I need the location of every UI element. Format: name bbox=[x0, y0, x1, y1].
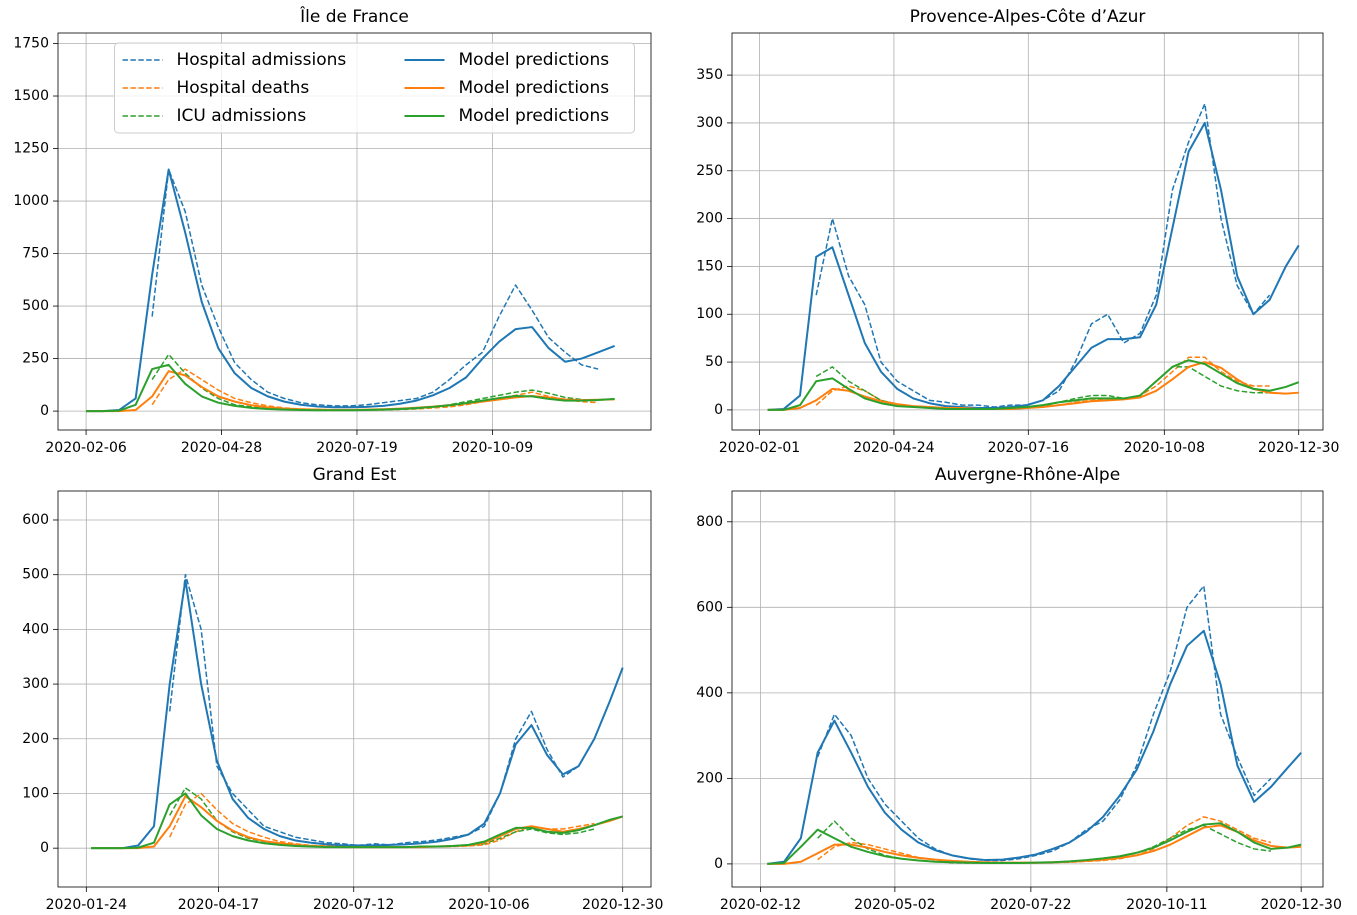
chart-title: Île de France bbox=[299, 5, 409, 27]
y-tick-label: 250 bbox=[22, 351, 49, 367]
legend-label: ICU admissions bbox=[177, 106, 307, 126]
x-tick-label: 2020-10-06 bbox=[448, 897, 529, 913]
y-tick-label: 500 bbox=[22, 298, 49, 314]
x-tick-label: 2020-02-01 bbox=[719, 440, 800, 456]
observed-line bbox=[168, 573, 596, 847]
y-tick-label: 400 bbox=[696, 685, 723, 701]
y-tick-label: 100 bbox=[696, 306, 723, 322]
y-tick-label: 100 bbox=[22, 785, 49, 801]
y-tick-label: 350 bbox=[696, 67, 723, 83]
y-tick-label: 300 bbox=[22, 676, 49, 692]
y-tick-label: 0 bbox=[40, 403, 49, 419]
legend: Hospital admissions Hospital deaths ICU ad… bbox=[114, 42, 635, 134]
x-tick-label: 2020-12-30 bbox=[582, 897, 663, 913]
legend-box bbox=[114, 42, 635, 134]
x-tick-label: 2020-12-30 bbox=[1258, 440, 1339, 456]
axes-frame bbox=[731, 490, 1324, 888]
model-line bbox=[91, 792, 623, 850]
x-tick-label: 2020-04-28 bbox=[181, 440, 262, 456]
subplot: Île de France 0 250 500 750 1000 1250 1500 1750 2… bbox=[13, 5, 652, 456]
y-tick-label: 200 bbox=[696, 211, 723, 227]
x-tick-label: 2020-04-24 bbox=[853, 440, 934, 456]
y-tick-label: 150 bbox=[696, 258, 723, 274]
model-line bbox=[86, 363, 615, 413]
x-tick-label: 2020-12-30 bbox=[1260, 897, 1341, 913]
y-tick-label: 0 bbox=[714, 856, 723, 872]
y-tick-label: 50 bbox=[705, 354, 723, 370]
x-tick-label: 2020-02-12 bbox=[720, 897, 801, 913]
subplot: Auvergne-Rhône-Alpe 0 200 400 600 800 2020-02-… bbox=[696, 465, 1342, 913]
x-tick-label: 2020-04-17 bbox=[178, 897, 259, 913]
y-tick-label: 600 bbox=[22, 512, 49, 528]
model-line bbox=[767, 629, 1302, 865]
y-tick-label: 1000 bbox=[13, 193, 49, 209]
y-tick-label: 0 bbox=[40, 840, 49, 856]
y-tick-label: 200 bbox=[22, 731, 49, 747]
x-tick-label: 2020-05-02 bbox=[854, 897, 935, 913]
model-line bbox=[86, 370, 615, 413]
plot-area bbox=[86, 168, 616, 413]
observed-line bbox=[169, 787, 595, 848]
y-tick-label: 500 bbox=[22, 567, 49, 583]
axes-frame bbox=[731, 32, 1324, 431]
x-tick-label: 2020-10-11 bbox=[1126, 897, 1207, 913]
legend-label: Model predictions bbox=[459, 106, 610, 126]
subplot: Grand Est 0 100 200 300 400 500 600 2020-01-24 20… bbox=[22, 465, 663, 913]
y-tick-label: 300 bbox=[696, 115, 723, 131]
x-tick-label: 2020-07-19 bbox=[316, 440, 397, 456]
axes-frame bbox=[57, 490, 652, 888]
x-tick-label: 2020-07-16 bbox=[988, 440, 1069, 456]
model-line bbox=[767, 121, 1300, 411]
plot-area bbox=[91, 573, 624, 850]
axes-frame bbox=[57, 32, 652, 431]
legend-label: Model predictions bbox=[459, 50, 610, 70]
x-tick-label: 2020-10-09 bbox=[452, 440, 533, 456]
y-tick-label: 1500 bbox=[13, 88, 49, 104]
y-tick-label: 1750 bbox=[13, 36, 49, 52]
y-tick-label: 0 bbox=[714, 402, 723, 418]
x-tick-label: 2020-07-22 bbox=[990, 897, 1071, 913]
y-tick-label: 400 bbox=[22, 621, 49, 637]
plot-area bbox=[767, 585, 1302, 865]
y-tick-label: 200 bbox=[696, 770, 723, 786]
model-line bbox=[767, 359, 1300, 411]
model-line bbox=[767, 822, 1302, 865]
y-tick-label: 250 bbox=[696, 163, 723, 179]
y-tick-label: 750 bbox=[22, 246, 49, 262]
x-tick-label: 2020-07-12 bbox=[313, 897, 394, 913]
observed-line bbox=[815, 103, 1271, 408]
chart-title: Provence-Alpes-Côte d’Azur bbox=[910, 7, 1146, 27]
y-tick-label: 1250 bbox=[13, 141, 49, 157]
x-tick-label: 2020-10-08 bbox=[1124, 440, 1205, 456]
legend-label: Model predictions bbox=[459, 78, 610, 98]
plot-area bbox=[767, 103, 1300, 411]
legend-label: Hospital deaths bbox=[177, 78, 310, 98]
x-tick-label: 2020-01-24 bbox=[46, 897, 127, 913]
model-line bbox=[91, 579, 624, 850]
observed-line bbox=[816, 585, 1272, 862]
x-tick-label: 2020-02-06 bbox=[45, 440, 126, 456]
y-tick-label: 800 bbox=[696, 514, 723, 530]
legend-label: Hospital admissions bbox=[177, 50, 347, 70]
chart-title: Grand Est bbox=[313, 465, 397, 485]
subplot: Provence-Alpes-Côte d’Azur 0 50 100 150 200 25… bbox=[696, 7, 1339, 456]
y-tick-label: 600 bbox=[696, 599, 723, 615]
chart-title: Auvergne-Rhône-Alpe bbox=[935, 465, 1120, 485]
observed-line bbox=[151, 168, 599, 407]
model-line bbox=[86, 168, 616, 413]
observed-line bbox=[169, 792, 595, 848]
